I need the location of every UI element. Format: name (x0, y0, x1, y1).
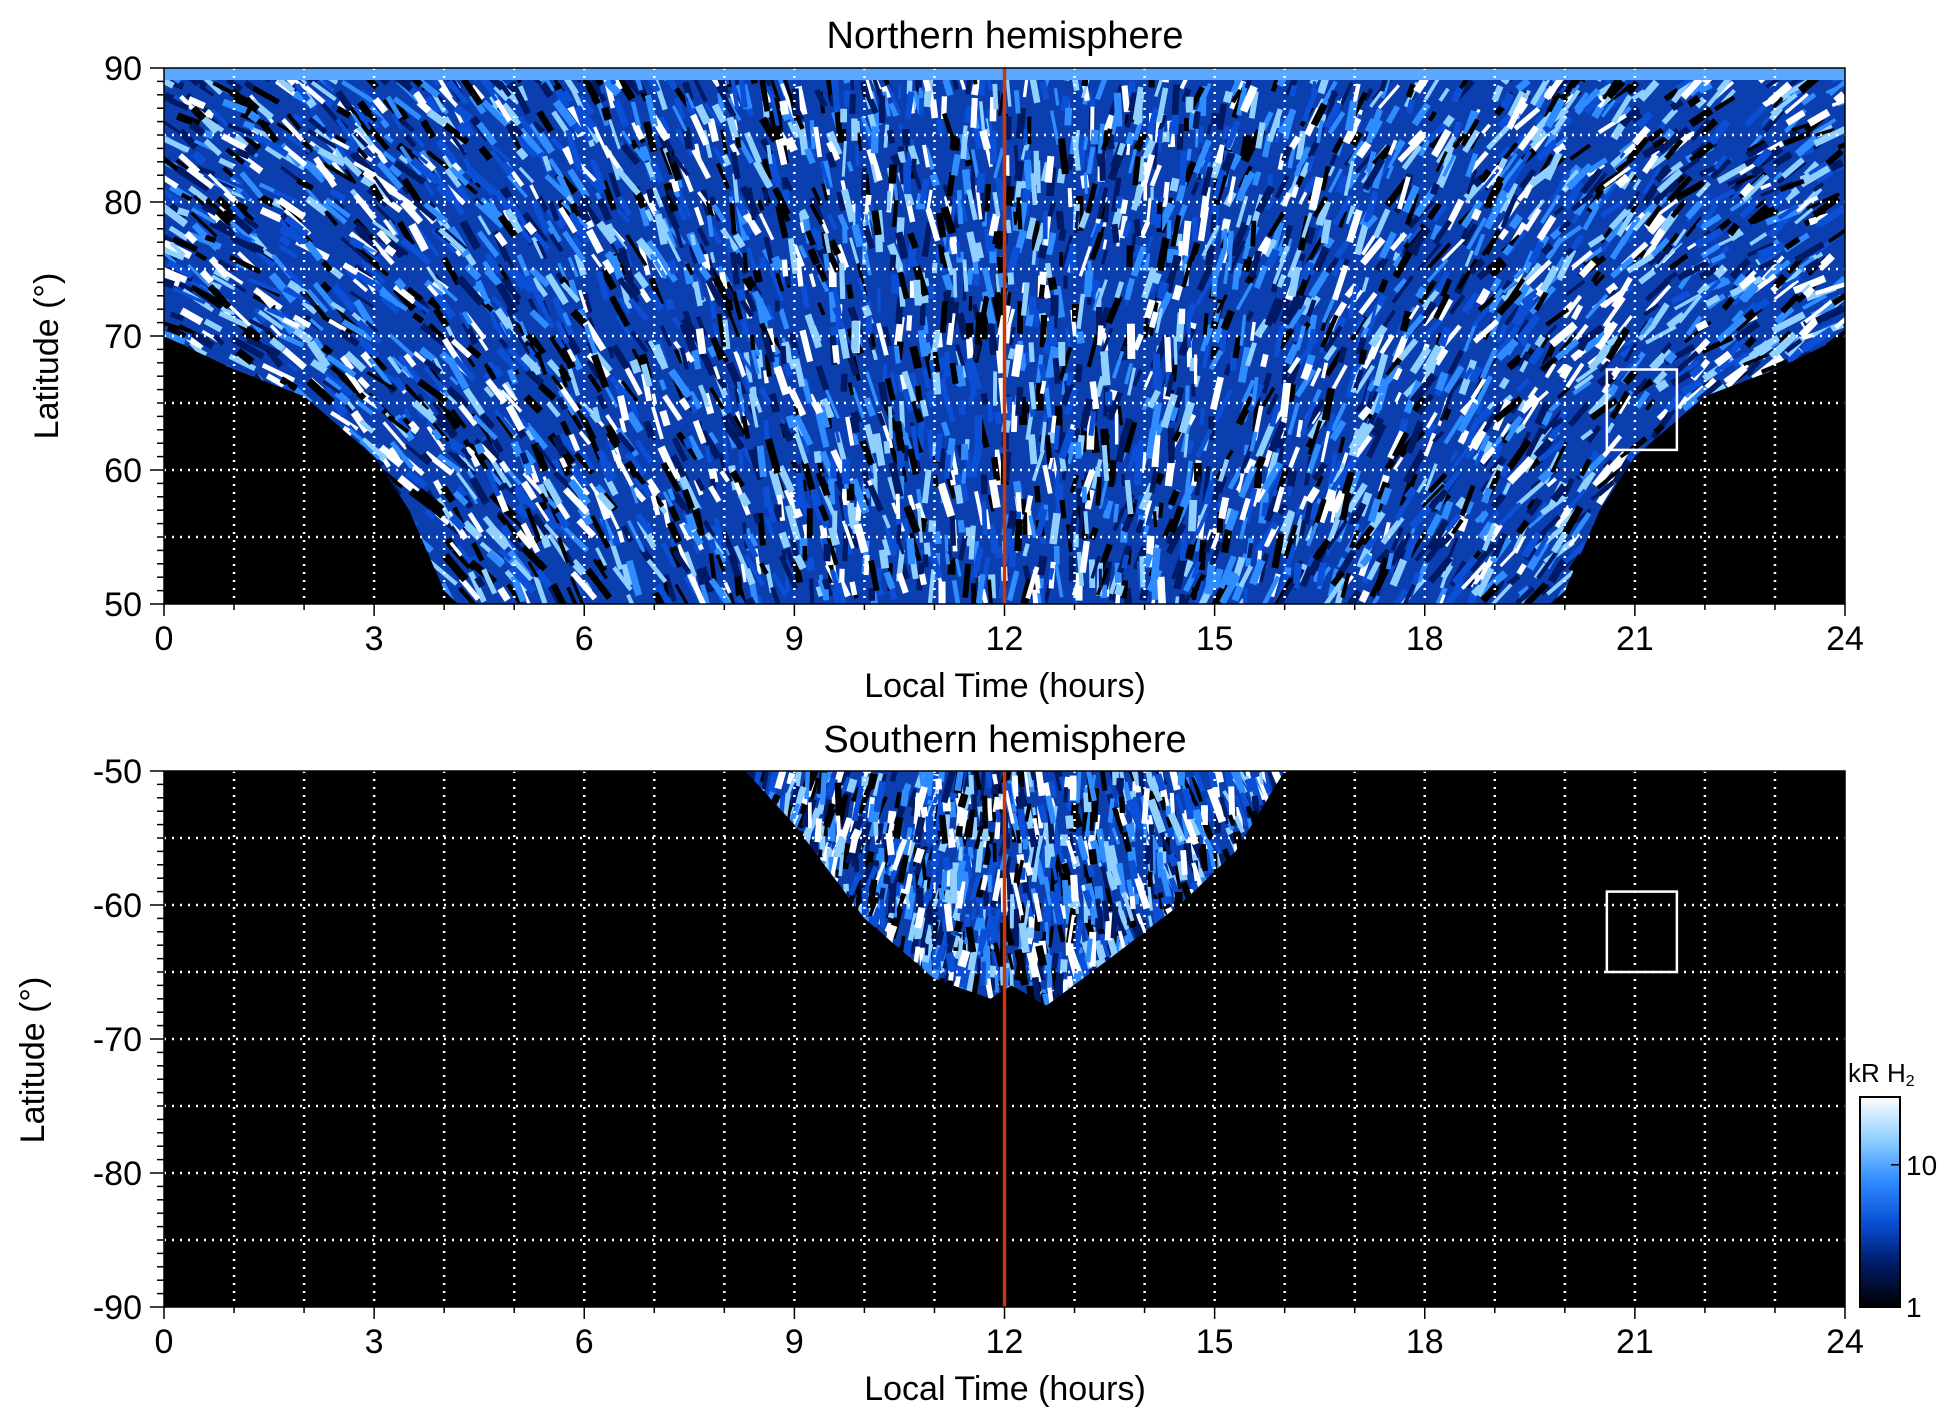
y-tick-label: 50 (104, 586, 142, 624)
x-tick-label: 12 (986, 1323, 1024, 1361)
southern-hemisphere-panel: Southern hemisphere 0 3 6 9 12 15 18 21 24 -50 -60… (14, 719, 1864, 1408)
colorbar-tick-label: 10 (1906, 1150, 1937, 1181)
x-tick-label: 9 (785, 620, 804, 658)
y-axis-label: Latitude (°) (14, 977, 52, 1144)
panel-title: Southern hemisphere (823, 719, 1186, 761)
y-tick-label: -80 (93, 1155, 142, 1193)
y-tick-label: 70 (104, 318, 142, 356)
colorbar-label: kR H2 (1848, 1058, 1915, 1090)
northern-hemisphere-panel: Northern hemisphere 0 3 6 9 12 15 18 21 24 50 60 70… (28, 15, 1864, 705)
x-axis-label: Local Time (hours) (864, 667, 1146, 705)
colorbar-scale (1859, 1096, 1901, 1308)
highlight-box (1605, 368, 1679, 452)
x-tick-label: 21 (1616, 620, 1654, 658)
x-tick-label: 18 (1406, 620, 1444, 658)
y-tick-label: 90 (104, 50, 142, 88)
y-tick-label: -60 (93, 887, 142, 925)
plot-area: 0 3 6 9 12 15 18 21 24 50 60 70 80 90 (104, 50, 1864, 658)
colorbar-tick-label: 1 (1906, 1292, 1922, 1323)
colorbar: kR H2 1 10 (1848, 1058, 1937, 1323)
y-axis-label: Latitude (°) (28, 273, 66, 440)
y-tick-label: -70 (93, 1021, 142, 1059)
x-tick-label: 9 (785, 1323, 804, 1361)
x-tick-label: 24 (1826, 620, 1864, 658)
y-tick-label: -50 (93, 753, 142, 791)
x-tick-label: 0 (155, 1323, 174, 1361)
x-axis-label: Local Time (hours) (864, 1370, 1146, 1408)
x-tick-label: 18 (1406, 1323, 1444, 1361)
x-tick-label: 3 (365, 1323, 384, 1361)
y-tick-label: 60 (104, 452, 142, 490)
x-tick-label: 15 (1196, 1323, 1234, 1361)
highlight-box (1605, 890, 1679, 974)
panel-title: Northern hemisphere (827, 15, 1184, 57)
colorbar-label-subscript: 2 (1906, 1073, 1915, 1090)
x-tick-label: 3 (365, 620, 384, 658)
x-tick-label: 12 (986, 620, 1024, 658)
colorbar-ticks: 1 10 (1891, 1150, 1937, 1323)
x-tick-label: 21 (1616, 1323, 1654, 1361)
x-tick-label: 24 (1826, 1323, 1864, 1361)
y-tick-label: -90 (93, 1289, 142, 1327)
x-tick-label: 0 (155, 620, 174, 658)
x-tick-label: 6 (575, 620, 594, 658)
plot-area: 0 3 6 9 12 15 18 21 24 -50 -60 -70 -80 -90 (93, 753, 1864, 1361)
x-tick-label: 15 (1196, 620, 1234, 658)
y-tick-label: 80 (104, 184, 142, 222)
colorbar-label-main: kR H (1848, 1058, 1906, 1088)
x-tick-label: 6 (575, 1323, 594, 1361)
